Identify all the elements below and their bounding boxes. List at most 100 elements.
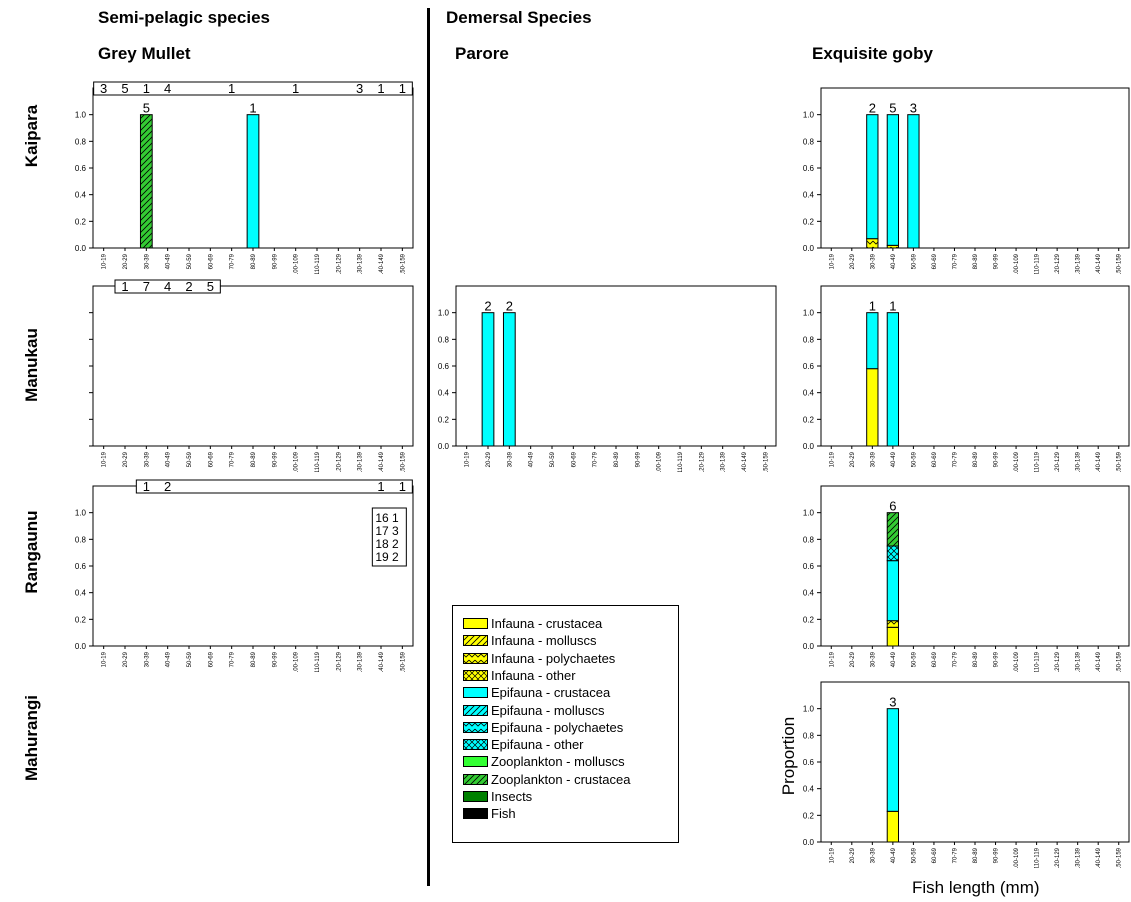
bar-sample-label: 1 xyxy=(869,299,876,314)
y-tick-label: 0.2 xyxy=(803,615,815,624)
sample-size-value: 1 xyxy=(292,81,299,96)
plot-frame xyxy=(92,485,414,647)
bar-epifauna-other xyxy=(886,545,900,562)
x-tick-label: 140-149 xyxy=(379,451,385,472)
x-tick-label: 60-69 xyxy=(208,253,214,269)
y-tick-label: 0.0 xyxy=(803,838,815,847)
sample-size-value: 3 xyxy=(356,81,363,96)
legend-label: Epifauna - crustacea xyxy=(491,685,611,701)
legend-swatch xyxy=(463,739,488,751)
y-tick-label: 0.2 xyxy=(803,811,815,820)
x-tick-label: 120-129 xyxy=(336,253,342,274)
x-tick-label: 130-139 xyxy=(721,451,727,472)
y-tick-label: 0.2 xyxy=(438,415,450,424)
x-tick-label: 30-39 xyxy=(870,451,876,467)
header-semi-pelagic: Semi-pelagic species xyxy=(98,8,270,27)
inset-table-row: 18 2 xyxy=(375,537,399,551)
x-tick-label: 50-59 xyxy=(911,651,917,667)
x-tick-label: 110-119 xyxy=(1035,451,1041,472)
x-tick-label: 70-79 xyxy=(230,651,236,667)
x-tick-label: 90-99 xyxy=(635,451,641,467)
x-tick-label: 110-119 xyxy=(315,451,321,472)
x-tick-label: 20-29 xyxy=(123,451,129,467)
x-tick-label: 150-159 xyxy=(1117,651,1123,672)
y-tick-label: 1.0 xyxy=(75,111,87,120)
legend-swatch xyxy=(463,721,488,733)
chart-rangaunu-grey-mullet: 0.0 0.2 0.4 0.6 0.8 1.0 10-19 20-29 30-39 40-49 50… xyxy=(75,479,414,672)
x-tick-label: 50-59 xyxy=(550,451,556,467)
row-label-kaipara: Kaipara xyxy=(22,104,41,168)
legend-swatch xyxy=(463,791,488,802)
y-tick-label: 0.4 xyxy=(438,389,450,398)
bar-sample-label: 3 xyxy=(910,101,917,116)
legend-label: Insects xyxy=(491,789,533,804)
bar-epifauna-crustacea xyxy=(886,708,900,812)
legend-swatch xyxy=(463,808,488,820)
sample-size-value: 4 xyxy=(164,279,171,294)
x-tick-label: 80-89 xyxy=(251,451,257,467)
x-tick-label: 140-149 xyxy=(1096,253,1102,274)
y-tick-label: 0.2 xyxy=(75,217,87,226)
x-tick-label: 120-129 xyxy=(1055,847,1061,868)
header-demersal: Demersal Species xyxy=(446,8,592,27)
x-tick-label: 70-79 xyxy=(952,847,958,863)
x-tick-label: 70-79 xyxy=(952,451,958,467)
y-tick-label: 0.6 xyxy=(803,758,815,767)
x-tick-label: 90-99 xyxy=(994,451,1000,467)
x-tick-label: 130-139 xyxy=(358,451,364,472)
bar-epifauna-crustacea xyxy=(246,114,260,249)
x-tick-label: 40-49 xyxy=(529,451,535,467)
x-tick-label: 60-69 xyxy=(208,651,214,667)
bar-infauna-polychaetes xyxy=(866,238,879,249)
y-tick-label: 0.2 xyxy=(803,217,815,226)
x-tick-label: 10-19 xyxy=(102,253,108,269)
x-tick-label: 40-49 xyxy=(166,253,172,269)
x-tick-label: 40-49 xyxy=(166,651,172,667)
x-tick-label: 80-89 xyxy=(973,253,979,269)
row-label-mahurangi: Mahurangi xyxy=(22,695,41,781)
legend-swatch xyxy=(463,704,488,716)
x-tick-label: 150-159 xyxy=(400,451,406,472)
row-label-manukau: Manukau xyxy=(22,328,41,402)
y-tick-label: 0.0 xyxy=(803,442,815,451)
header-parore: Parore xyxy=(455,44,509,63)
sample-size-value: 1 xyxy=(228,81,235,96)
y-tick-label: 0.4 xyxy=(803,389,815,398)
bar-epifauna-crustacea xyxy=(886,560,900,622)
bar-sample-label: 2 xyxy=(869,101,876,116)
legend-swatch xyxy=(463,635,488,647)
x-tick-label: 140-149 xyxy=(1096,847,1102,868)
bar-infauna-crustacea xyxy=(886,626,900,647)
y-tick-label: 0.6 xyxy=(803,362,815,371)
y-axis-title: Proportion xyxy=(779,716,798,796)
sample-size-value: 2 xyxy=(164,479,171,494)
x-tick-label: 90-99 xyxy=(994,651,1000,667)
x-tick-label: 90-99 xyxy=(994,847,1000,863)
chart-mahurangi-exquisite-goby: 0.0 0.2 0.4 0.6 0.8 1.0 10-19 20-29 30-39 40-49 50… xyxy=(803,681,1130,868)
row-label-rangaunu: Rangaunu xyxy=(22,510,41,594)
sample-size-value: 5 xyxy=(121,81,128,96)
plot-frame xyxy=(92,285,414,447)
x-tick-label: 10-19 xyxy=(829,253,835,269)
sample-size-value: 1 xyxy=(399,81,406,96)
inset-table-row: 19 2 xyxy=(375,550,399,564)
x-tick-label: 30-39 xyxy=(144,651,150,667)
y-tick-label: 0.8 xyxy=(75,137,87,146)
legend: Infauna - crustacea Infauna - molluscs Inf… xyxy=(452,605,679,843)
bar-epifauna-crustacea xyxy=(886,114,900,246)
sample-size-box xyxy=(135,479,413,494)
sample-size-value: 1 xyxy=(377,479,384,494)
x-tick-label: 150-159 xyxy=(1117,451,1123,472)
plot-frame xyxy=(820,485,1130,647)
x-tick-label: 70-79 xyxy=(230,451,236,467)
legend-swatch xyxy=(463,652,488,664)
legend-label: Infauna - crustacea xyxy=(491,616,603,631)
x-tick-label: 60-69 xyxy=(932,451,938,467)
x-tick-label: 90-99 xyxy=(994,253,1000,269)
legend-swatch xyxy=(463,618,488,629)
x-tick-label: 100-109 xyxy=(1014,253,1020,274)
y-tick-label: 1.0 xyxy=(803,309,815,318)
x-tick-label: 100-109 xyxy=(294,451,300,472)
y-tick-label: 0.4 xyxy=(75,589,87,598)
x-tick-label: 100-109 xyxy=(657,451,663,472)
